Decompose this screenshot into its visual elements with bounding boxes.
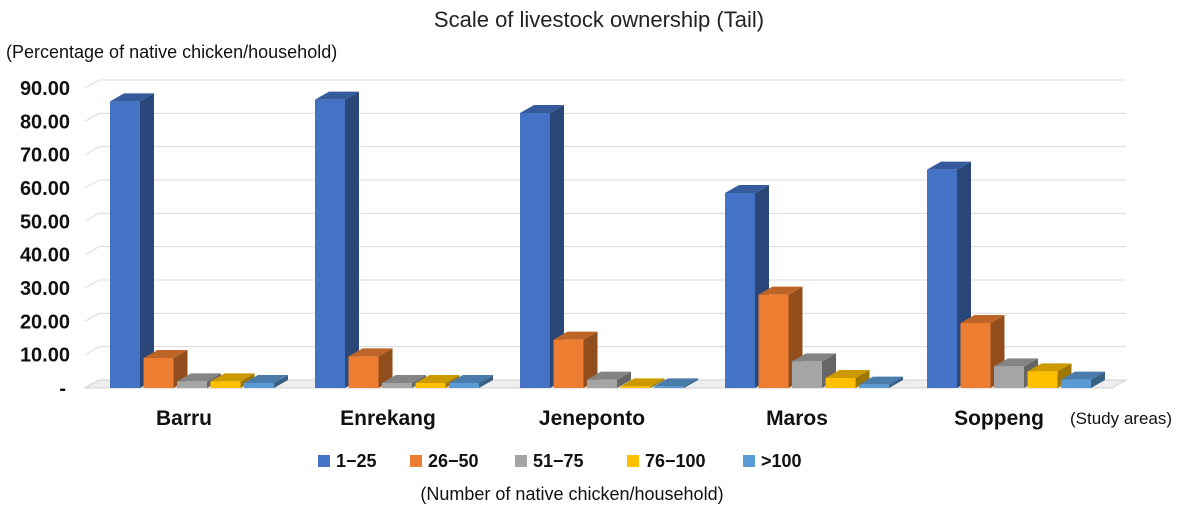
y-tick-label: 30.00 [20, 278, 70, 300]
bar [110, 93, 154, 388]
bar [315, 91, 359, 389]
legend: 1−25 26−50 51−75 76−100 >100 [318, 451, 802, 471]
gridline-side [84, 112, 100, 122]
category-label: Maros [766, 407, 828, 430]
y-tick-label: - [59, 378, 66, 400]
category-label: Soppeng [954, 407, 1044, 430]
legend-item: 1−25 [318, 451, 377, 471]
legend-item: 51−75 [515, 451, 584, 471]
legend-item: 26−50 [410, 451, 479, 471]
x-axis-label: (Number of native chicken/household) [420, 484, 723, 504]
category-labels: Barru Enrekang Jeneponto Maros Soppeng [156, 407, 1044, 430]
legend-swatch [743, 455, 755, 467]
y-tick-label: 60.00 [20, 178, 70, 200]
gridline-side [84, 312, 100, 322]
legend-swatch [410, 455, 422, 467]
bar [143, 350, 188, 388]
bar [587, 371, 631, 388]
gridline-side [84, 279, 100, 289]
category-label: Jeneponto [539, 407, 645, 430]
legend-item: 76−100 [627, 451, 706, 471]
bar [859, 376, 903, 388]
bar [725, 185, 769, 388]
y-tick-label: 50.00 [20, 211, 70, 233]
gridline-side [84, 146, 100, 156]
legend-swatch [515, 455, 527, 467]
bar [654, 378, 698, 388]
bar [825, 370, 870, 388]
gridline-side [84, 346, 100, 356]
legend-label: 76−100 [645, 451, 706, 471]
bar [348, 348, 393, 388]
legend-swatch [318, 455, 330, 467]
bar [553, 331, 598, 388]
legend-swatch [627, 455, 639, 467]
gridline-side [84, 79, 100, 89]
legend-item: >100 [743, 451, 802, 471]
y-tick-label: 20.00 [20, 311, 70, 333]
bar [520, 105, 564, 388]
y-tick-label: 90.00 [20, 78, 70, 100]
y-tick-label: 70.00 [20, 145, 70, 167]
bar [244, 375, 288, 388]
x-axis-note: (Study areas) [1070, 409, 1172, 428]
bars [110, 91, 1105, 389]
y-tick-label: 80.00 [20, 111, 70, 133]
gridline-side [84, 212, 100, 222]
legend-label: 1−25 [336, 451, 377, 471]
y-axis-ticks: - 10.00 20.00 30.00 40.00 50.00 60.00 70.00 80.0… [20, 78, 70, 400]
legend-label: >100 [761, 451, 802, 471]
bar [1061, 371, 1105, 388]
y-axis-label: (Percentage of native chicken/household) [6, 42, 337, 62]
bar [449, 375, 493, 388]
legend-label: 26−50 [428, 451, 479, 471]
chart-title: Scale of livestock ownership (Tail) [434, 7, 764, 32]
y-tick-label: 40.00 [20, 245, 70, 267]
y-tick-label: 10.00 [20, 345, 70, 367]
gridline-side [84, 246, 100, 256]
category-label: Enrekang [340, 407, 436, 430]
bar [620, 378, 665, 388]
legend-label: 51−75 [533, 451, 584, 471]
category-label: Barru [156, 407, 212, 430]
gridline-side [84, 179, 100, 189]
